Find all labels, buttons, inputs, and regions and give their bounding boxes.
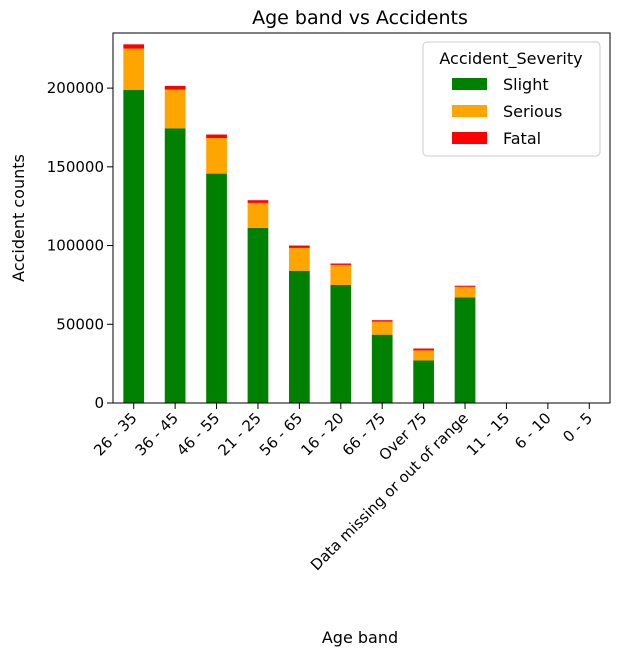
bar-fatal-5 — [330, 263, 352, 265]
y-axis-label: Accident counts — [9, 154, 28, 282]
bar-slight-6 — [371, 334, 393, 403]
legend: Accident_Severity Slight Serious Fatal — [422, 41, 601, 157]
bar-fatal-0 — [123, 44, 145, 49]
bar-serious-5 — [330, 264, 352, 285]
bar-serious-6 — [371, 321, 393, 335]
y-axis: 0 50000 100000 150000 200000 — [47, 79, 113, 412]
legend-swatch-slight — [452, 78, 487, 90]
legend-swatch-serious — [452, 105, 487, 117]
bar-slight-2 — [206, 173, 227, 403]
x-tick-label-0: 26 - 35 — [90, 409, 140, 459]
bar-serious-0 — [123, 48, 145, 90]
bar-serious-1 — [164, 89, 186, 129]
legend-label-fatal: Fatal — [503, 129, 541, 148]
x-tick-label-2: 46 - 55 — [173, 409, 223, 459]
y-tick-label-0: 0 — [94, 394, 104, 412]
bar-slight-8 — [454, 297, 476, 403]
plot-area — [123, 44, 476, 404]
bar-fatal-7 — [413, 348, 434, 351]
bar-serious-4 — [289, 247, 310, 271]
bar-serious-3 — [247, 202, 269, 228]
bar-slight-7 — [413, 360, 434, 403]
bar-fatal-3 — [247, 200, 269, 203]
x-tick-label-10: 6 - 10 — [511, 409, 555, 453]
bar-serious-2 — [206, 138, 227, 174]
legend-label-slight: Slight — [503, 75, 549, 94]
y-tick-label-4: 200000 — [47, 79, 104, 97]
plot-frame — [112, 32, 611, 404]
bar-fatal-8 — [454, 285, 476, 287]
bar-serious-7 — [413, 350, 434, 361]
x-tick-label-9: 11 - 15 — [463, 409, 513, 459]
bar-slight-5 — [330, 284, 352, 403]
x-tick-label-5: 16 - 20 — [297, 409, 347, 459]
bar-slight-0 — [123, 89, 145, 404]
y-tick-label-2: 100000 — [47, 237, 104, 255]
x-axis-label: Age band — [322, 628, 398, 647]
y-tick-label-3: 150000 — [47, 158, 104, 176]
bar-fatal-4 — [289, 245, 310, 248]
legend-box — [422, 41, 601, 157]
legend-swatch-fatal — [452, 132, 487, 144]
bar-fatal-2 — [206, 134, 227, 139]
legend-title: Accident_Severity — [439, 49, 582, 69]
bar-slight-1 — [164, 128, 186, 404]
bar-slight-4 — [289, 270, 310, 403]
x-tick-label-4: 56 - 65 — [256, 409, 306, 459]
x-tick-label-1: 36 - 45 — [132, 409, 182, 459]
bar-fatal-6 — [371, 320, 393, 322]
legend-label-serious: Serious — [503, 102, 562, 121]
bar-fatal-1 — [164, 85, 186, 90]
bar-slight-3 — [247, 227, 269, 403]
x-tick-label-3: 21 - 25 — [214, 409, 264, 459]
chart-title: Age band vs Accidents — [252, 7, 468, 29]
y-tick-label-1: 50000 — [56, 315, 104, 333]
x-tick-label-11: 0 - 5 — [559, 409, 596, 446]
bar-serious-8 — [454, 286, 476, 298]
